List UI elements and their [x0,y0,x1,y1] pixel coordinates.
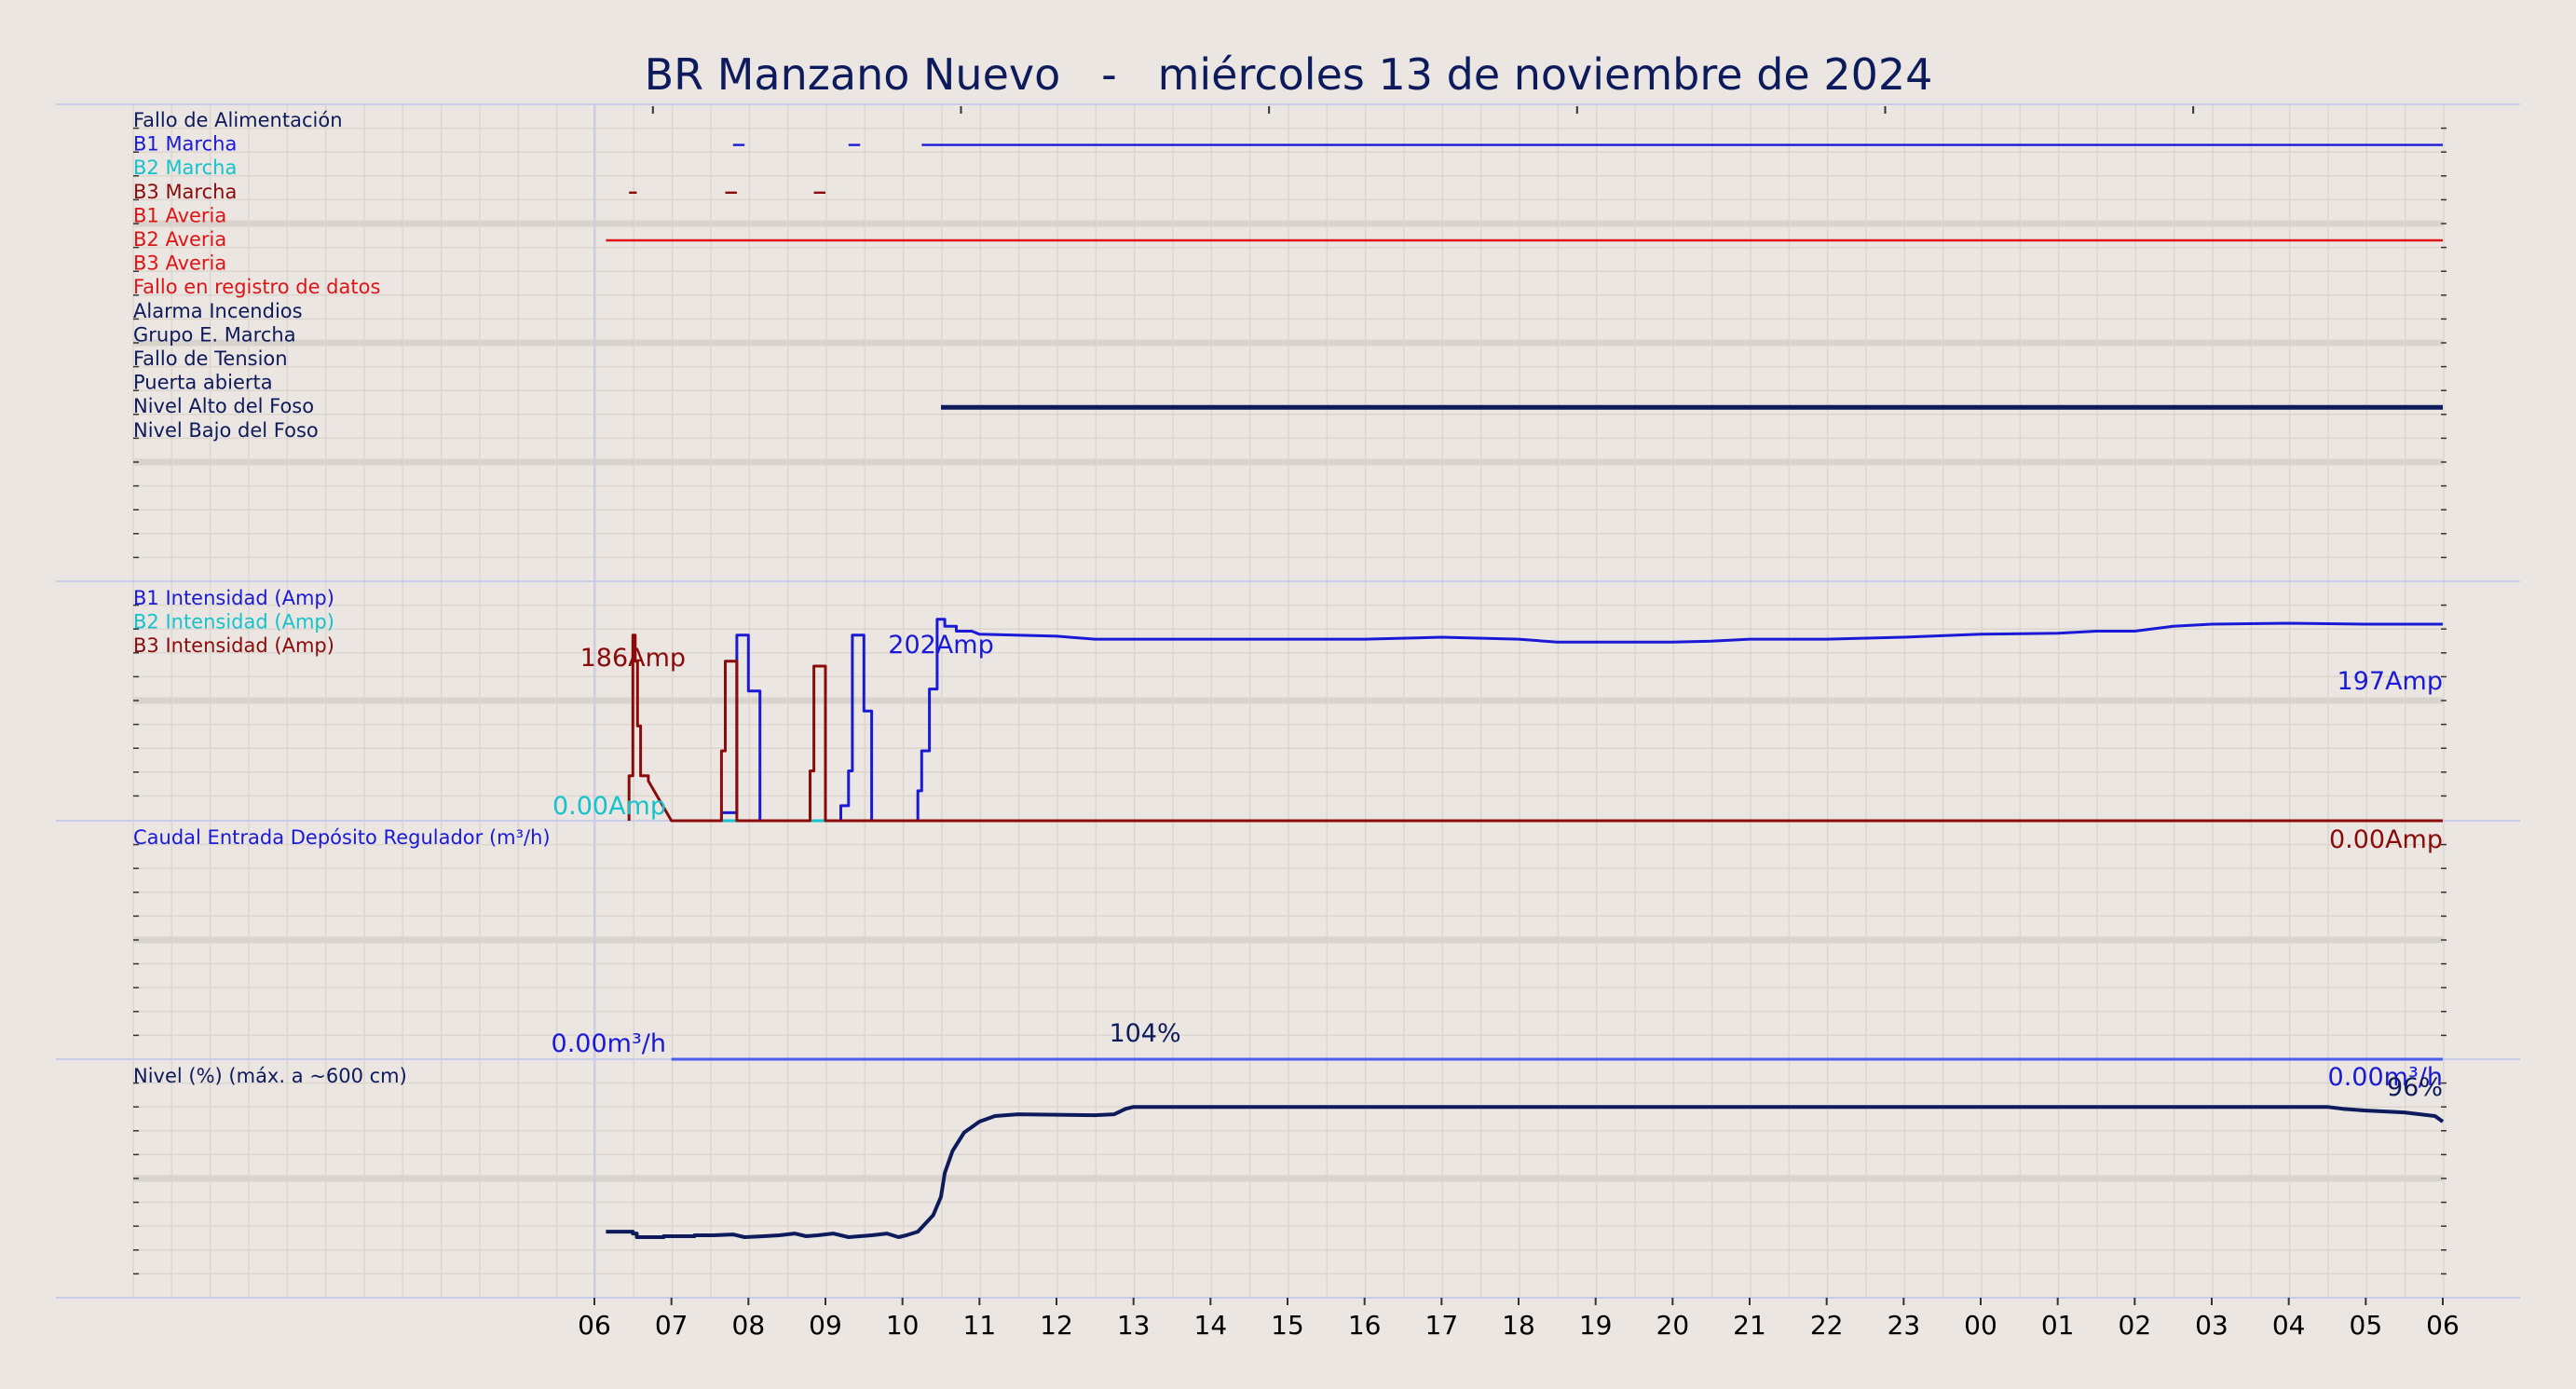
x-tick-label: 22 [1810,1310,1844,1341]
x-tick-label: 18 [1502,1310,1535,1341]
end-label-nivel: 96% [2387,1073,2443,1102]
signal-label: Grupo E. Marcha [133,323,296,346]
legend-entry: B1 Intensidad (Amp) [133,587,334,609]
legend-entry: Nivel (%) (máx. a ~600 cm) [133,1065,407,1087]
end-label-caudal: 0.00m³/h [2328,1063,2443,1092]
signal-label: Alarma Incendios [133,300,303,322]
x-tick-label: 01 [2041,1310,2075,1341]
x-tick-label: 10 [886,1310,920,1341]
signal-label: B1 Marcha [133,133,237,156]
series-line [606,1105,2445,1239]
signal-label: B3 Averia [133,252,226,275]
chart-title: BR Manzano Nuevo - miércoles 13 de novie… [645,49,1933,100]
signal-label: Fallo en registro de datos [133,276,380,298]
signal-label: Nivel Bajo del Foso [133,419,319,442]
x-tick-label: 23 [1888,1310,1921,1341]
x-tick-label: 03 [2195,1310,2228,1341]
series-line [627,633,2443,823]
legend-entry: B3 Intensidad (Amp) [133,634,334,657]
x-tick-label: 02 [2119,1310,2152,1341]
x-tick-label: 04 [2272,1310,2306,1341]
x-tick-label: 08 [732,1310,766,1341]
x-tick-label: 16 [1348,1310,1382,1341]
signal-label: Puerta abierta [133,372,273,394]
max-label-nivel: 104% [1109,1019,1180,1048]
series-line [671,618,2443,823]
max-label-b1: 202Amp [888,631,993,660]
end-label-b3: 0.00Amp [2329,825,2443,854]
x-tick-label: 05 [2350,1310,2383,1341]
legend-entry: Caudal Entrada Depósito Regulador (m³/h) [133,826,551,849]
x-tick-label: 00 [1964,1310,1997,1341]
x-tick-label: 15 [1271,1310,1304,1341]
start-label-caudal: 0.00m³/h [552,1029,666,1058]
series-layer [606,143,2445,1239]
x-tick-label: 17 [1425,1310,1459,1341]
x-tick-label: 19 [1579,1310,1613,1341]
grid-layer [132,104,2447,1298]
end-label-b1: 197Amp [2337,667,2443,696]
start-label-b2: 0.00Amp [552,792,666,821]
x-tick-label: 13 [1117,1310,1151,1341]
x-tick-label: 06 [578,1310,611,1341]
signal-label: Fallo de Tension [133,347,288,370]
x-tick-label: 07 [655,1310,688,1341]
legend-entry: B2 Intensidad (Amp) [133,611,334,633]
x-tick-label: 06 [2426,1310,2460,1341]
max-label-b3: 186Amp [580,644,686,673]
signal-label: B2 Marcha [133,157,237,179]
signal-label: B2 Averia [133,228,226,251]
signal-label: B3 Marcha [133,181,237,203]
x-tick-label: 21 [1733,1310,1766,1341]
signal-label: Fallo de Alimentación [133,109,343,131]
x-tick-label: 20 [1656,1310,1690,1341]
x-tick-label: 12 [1040,1310,1073,1341]
signal-label: Nivel Alto del Foso [133,395,314,417]
x-tick-label: 11 [963,1310,997,1341]
x-tick-label: 14 [1194,1310,1228,1341]
signal-label: B1 Averia [133,204,226,226]
x-axis-ticks: 06 07 08 09 10 11 12 13 14 15 16 17 18 19 20 21 22 23 00 01… [578,1298,2460,1341]
x-tick-label: 09 [809,1310,842,1341]
